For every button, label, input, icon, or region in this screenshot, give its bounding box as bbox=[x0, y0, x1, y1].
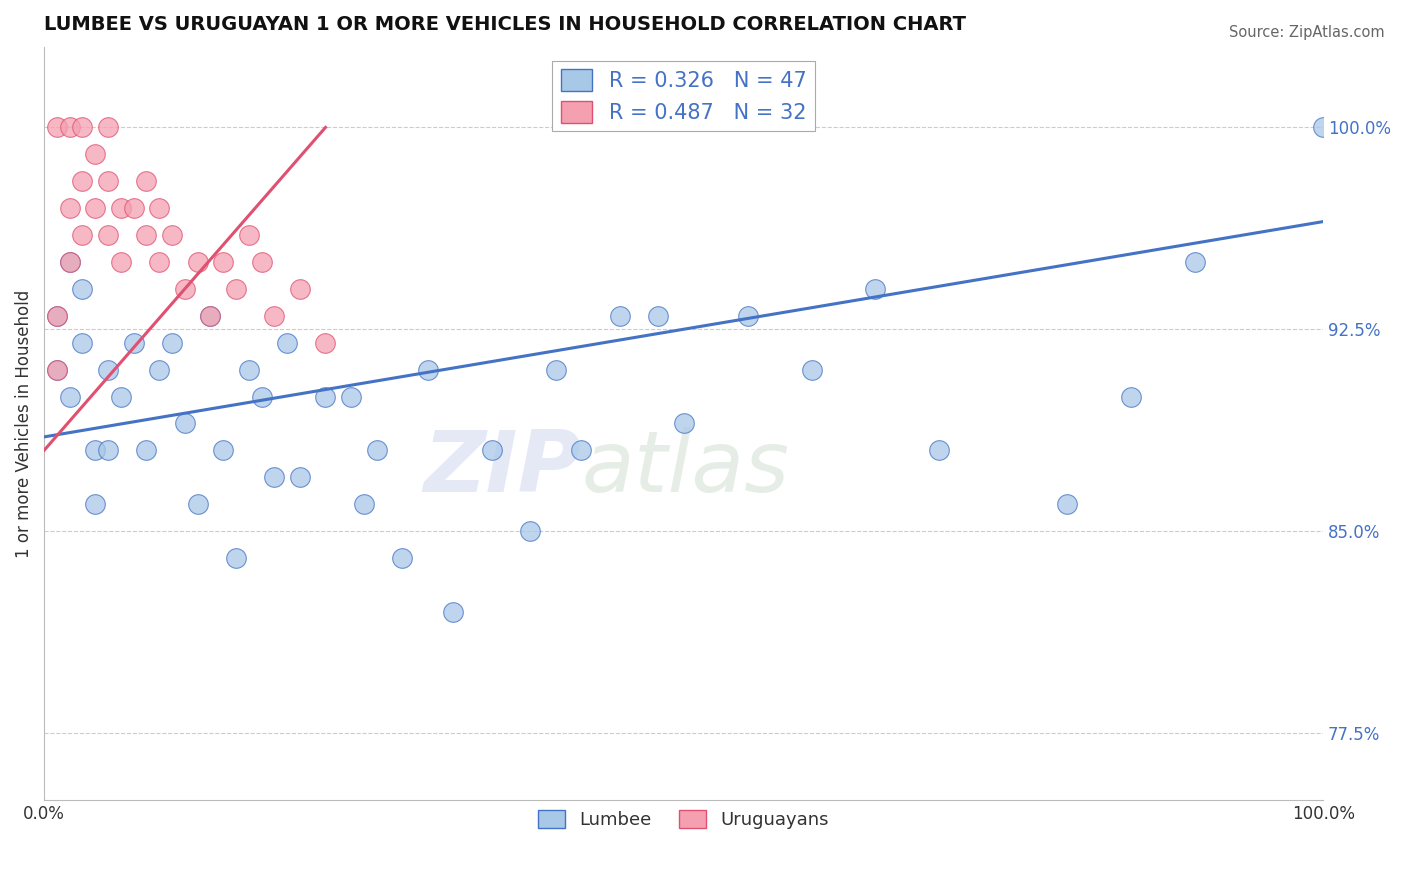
Text: LUMBEE VS URUGUAYAN 1 OR MORE VEHICLES IN HOUSEHOLD CORRELATION CHART: LUMBEE VS URUGUAYAN 1 OR MORE VEHICLES I… bbox=[44, 15, 966, 34]
Point bbox=[263, 309, 285, 323]
Point bbox=[173, 417, 195, 431]
Point bbox=[72, 228, 94, 243]
Text: atlas: atlas bbox=[581, 427, 789, 510]
Point bbox=[45, 120, 67, 135]
Point bbox=[173, 282, 195, 296]
Point bbox=[45, 362, 67, 376]
Point bbox=[315, 390, 337, 404]
Point bbox=[135, 174, 157, 188]
Point bbox=[187, 497, 209, 511]
Point bbox=[250, 390, 273, 404]
Point bbox=[1312, 120, 1334, 135]
Point bbox=[110, 255, 132, 269]
Text: ZIP: ZIP bbox=[423, 427, 581, 510]
Point bbox=[737, 309, 759, 323]
Point bbox=[97, 120, 120, 135]
Point bbox=[288, 470, 311, 484]
Point bbox=[544, 362, 567, 376]
Point bbox=[1121, 390, 1143, 404]
Point bbox=[148, 255, 170, 269]
Point bbox=[97, 443, 120, 458]
Point bbox=[519, 524, 541, 538]
Point bbox=[416, 362, 439, 376]
Point bbox=[276, 335, 298, 350]
Point bbox=[238, 362, 260, 376]
Point bbox=[212, 255, 235, 269]
Point bbox=[59, 390, 82, 404]
Point bbox=[135, 228, 157, 243]
Point bbox=[110, 390, 132, 404]
Point bbox=[288, 282, 311, 296]
Point bbox=[481, 443, 503, 458]
Point bbox=[187, 255, 209, 269]
Point bbox=[672, 417, 695, 431]
Point bbox=[59, 201, 82, 215]
Point bbox=[263, 470, 285, 484]
Point bbox=[72, 120, 94, 135]
Point bbox=[200, 309, 222, 323]
Point bbox=[59, 255, 82, 269]
Point bbox=[72, 282, 94, 296]
Point bbox=[122, 335, 145, 350]
Point bbox=[110, 201, 132, 215]
Point bbox=[1184, 255, 1206, 269]
Point bbox=[160, 335, 183, 350]
Point bbox=[97, 228, 120, 243]
Point bbox=[84, 147, 107, 161]
Point bbox=[97, 174, 120, 188]
Y-axis label: 1 or more Vehicles in Household: 1 or more Vehicles in Household bbox=[15, 289, 32, 558]
Point bbox=[45, 362, 67, 376]
Point bbox=[1056, 497, 1078, 511]
Point bbox=[225, 551, 247, 566]
Point bbox=[238, 228, 260, 243]
Point bbox=[148, 362, 170, 376]
Point bbox=[59, 120, 82, 135]
Point bbox=[135, 443, 157, 458]
Point bbox=[84, 497, 107, 511]
Point bbox=[45, 309, 67, 323]
Point bbox=[72, 174, 94, 188]
Point bbox=[609, 309, 631, 323]
Point bbox=[569, 443, 592, 458]
Point bbox=[800, 362, 823, 376]
Point bbox=[200, 309, 222, 323]
Point bbox=[225, 282, 247, 296]
Point bbox=[59, 255, 82, 269]
Point bbox=[45, 309, 67, 323]
Point bbox=[84, 443, 107, 458]
Point bbox=[353, 497, 375, 511]
Point bbox=[366, 443, 388, 458]
Point bbox=[865, 282, 887, 296]
Legend: Lumbee, Uruguayans: Lumbee, Uruguayans bbox=[531, 803, 837, 837]
Point bbox=[391, 551, 413, 566]
Point bbox=[212, 443, 235, 458]
Point bbox=[160, 228, 183, 243]
Point bbox=[97, 362, 120, 376]
Point bbox=[122, 201, 145, 215]
Point bbox=[250, 255, 273, 269]
Text: Source: ZipAtlas.com: Source: ZipAtlas.com bbox=[1229, 25, 1385, 40]
Point bbox=[441, 605, 464, 619]
Point bbox=[315, 335, 337, 350]
Point bbox=[647, 309, 669, 323]
Point bbox=[340, 390, 363, 404]
Point bbox=[84, 201, 107, 215]
Point bbox=[72, 335, 94, 350]
Point bbox=[148, 201, 170, 215]
Point bbox=[928, 443, 950, 458]
